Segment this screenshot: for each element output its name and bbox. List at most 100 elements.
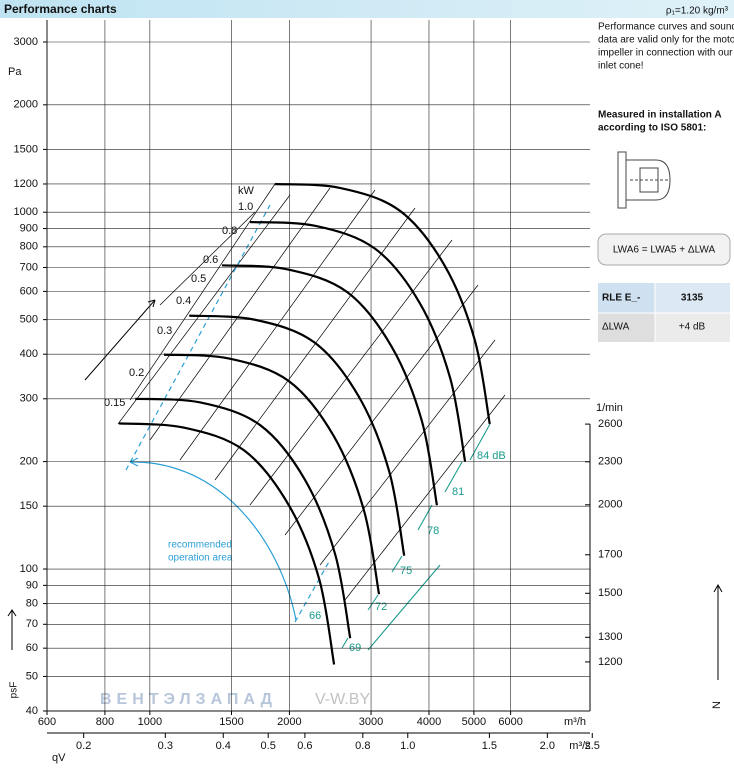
measured-line: according to ISO 5801: <box>598 123 706 134</box>
table-cell <box>598 283 655 313</box>
y2-tick-label: 2000 <box>598 499 622 511</box>
table-cell <box>655 283 730 313</box>
speed-curve <box>250 220 467 462</box>
x-unit: m³/h <box>564 716 586 728</box>
table-cell <box>598 313 655 342</box>
note-line: inlet cone! <box>598 61 644 72</box>
note-line: impeller in connection with our <box>598 48 733 59</box>
y2-tick-label: 2300 <box>598 456 622 468</box>
table-cell <box>655 313 730 342</box>
y-tick-label: 80 <box>26 598 38 610</box>
y-tick-label: 600 <box>20 285 38 297</box>
x-tick-label: 1500 <box>219 716 243 728</box>
y-tick-label: 3000 <box>14 36 38 48</box>
y-tick-label: 1000 <box>14 206 38 218</box>
power-label: 0.15 <box>104 397 125 409</box>
power-grid <box>117 183 506 601</box>
y-axis-label: psF <box>9 682 20 699</box>
x-tick-label: 6000 <box>498 716 522 728</box>
y2-unit: 1/min <box>596 402 623 414</box>
table-text: ΔLWA <box>602 322 630 333</box>
x-tick-label: 800 <box>96 716 114 728</box>
arrow-head <box>147 299 156 308</box>
note-line: Performance curves and sound <box>598 22 734 33</box>
power-label: 0.8 <box>222 225 237 237</box>
y-tick-label: 400 <box>20 348 38 360</box>
y-tick-label: 700 <box>20 261 38 273</box>
power-label: 1.0 <box>238 201 253 213</box>
watermark: V-W.BY <box>315 691 370 708</box>
installation-diagram <box>617 151 671 209</box>
x-tick-label: 2000 <box>277 716 301 728</box>
y-tick-label: 2000 <box>14 99 38 111</box>
sound-label: 84 dB <box>477 450 506 462</box>
power-label: 0.3 <box>157 325 172 337</box>
direction-label: N <box>711 701 723 709</box>
power-label: 0.2 <box>129 367 144 379</box>
y-tick-label: 40 <box>26 705 38 717</box>
x-axis-label: qV <box>52 752 66 764</box>
chart-title: Performance charts <box>4 2 117 16</box>
y-tick-label: 150 <box>20 500 38 512</box>
power-label: kW <box>238 185 255 197</box>
x-tick-label: 5000 <box>462 716 486 728</box>
y-tick-label: 60 <box>26 642 38 654</box>
y-tick-label: 100 <box>20 563 38 575</box>
formula: LWA6 = LWA5 + ΔLWA <box>613 245 716 256</box>
speed-curve <box>135 397 352 639</box>
area-label: recommended <box>168 540 232 551</box>
x2-tick-label: 2.0 <box>540 740 555 752</box>
plot: 3000 2000 1500 1200 1000 900 800 700 600 500 400 30… <box>14 20 622 752</box>
power-label: 0.5 <box>191 273 206 285</box>
speed-curve <box>163 353 381 595</box>
y-tick-label: 90 <box>26 579 38 591</box>
speed-curve <box>274 182 491 425</box>
sound-label: 81 <box>452 486 464 498</box>
y-tick-label: 50 <box>26 670 38 682</box>
measured-line: Measured in installation A <box>598 110 722 121</box>
table-text: 3135 <box>681 293 704 304</box>
y2-tick-label: 2600 <box>598 418 622 430</box>
power-label: 0.4 <box>176 295 191 307</box>
area-label: operation area <box>168 553 233 564</box>
y2-tick-label: 1500 <box>598 587 622 599</box>
direction-arrow <box>713 583 723 680</box>
x-tick-label: 4000 <box>417 716 441 728</box>
x2-tick-label: 1.0 <box>400 740 415 752</box>
x2-tick-label: 0.2 <box>76 740 91 752</box>
speed-curve <box>221 264 439 506</box>
header-bar <box>0 0 734 18</box>
y-tick-label: 800 <box>20 241 38 253</box>
table-text: +4 dB <box>679 322 706 333</box>
y-tick-label: 300 <box>20 393 38 405</box>
speed-curve <box>118 422 336 665</box>
x-tick-label: 1000 <box>138 716 162 728</box>
speed-curve <box>189 314 406 556</box>
x2-tick-label: 0.5 <box>261 740 276 752</box>
x2-tick-label: 0.6 <box>297 740 312 752</box>
y-tick-label: 500 <box>20 314 38 326</box>
x2-tick-label: 2.5 <box>585 740 600 752</box>
sound-label: 72 <box>375 601 387 613</box>
x2-tick-label: 0.8 <box>355 740 370 752</box>
y-tick-label: 70 <box>26 618 38 630</box>
operation-area <box>125 204 331 623</box>
power-label: 0.6 <box>203 254 218 266</box>
y-arrow <box>7 609 17 650</box>
y2-tick-label: 1200 <box>598 656 622 668</box>
sound-lines <box>341 423 491 651</box>
density: ρ₁=1.20 kg/m³ <box>666 6 729 17</box>
x2-tick-label: 1.5 <box>482 740 497 752</box>
formula-box <box>597 233 731 266</box>
sound-label: 75 <box>400 565 412 577</box>
watermark: ВЕНТЭЛЗАПАД <box>100 691 277 708</box>
x-tick-label: 600 <box>38 716 56 728</box>
x2-unit: m³/s <box>569 740 591 752</box>
y2-tick-label: 1300 <box>598 631 622 643</box>
x2-tick-label: 0.3 <box>158 740 173 752</box>
note-line: data are valid only for the motor <box>598 35 734 46</box>
y-tick-label: 1500 <box>14 143 38 155</box>
y-tick-label: 900 <box>20 222 38 234</box>
y-tick-label: 200 <box>20 456 38 468</box>
